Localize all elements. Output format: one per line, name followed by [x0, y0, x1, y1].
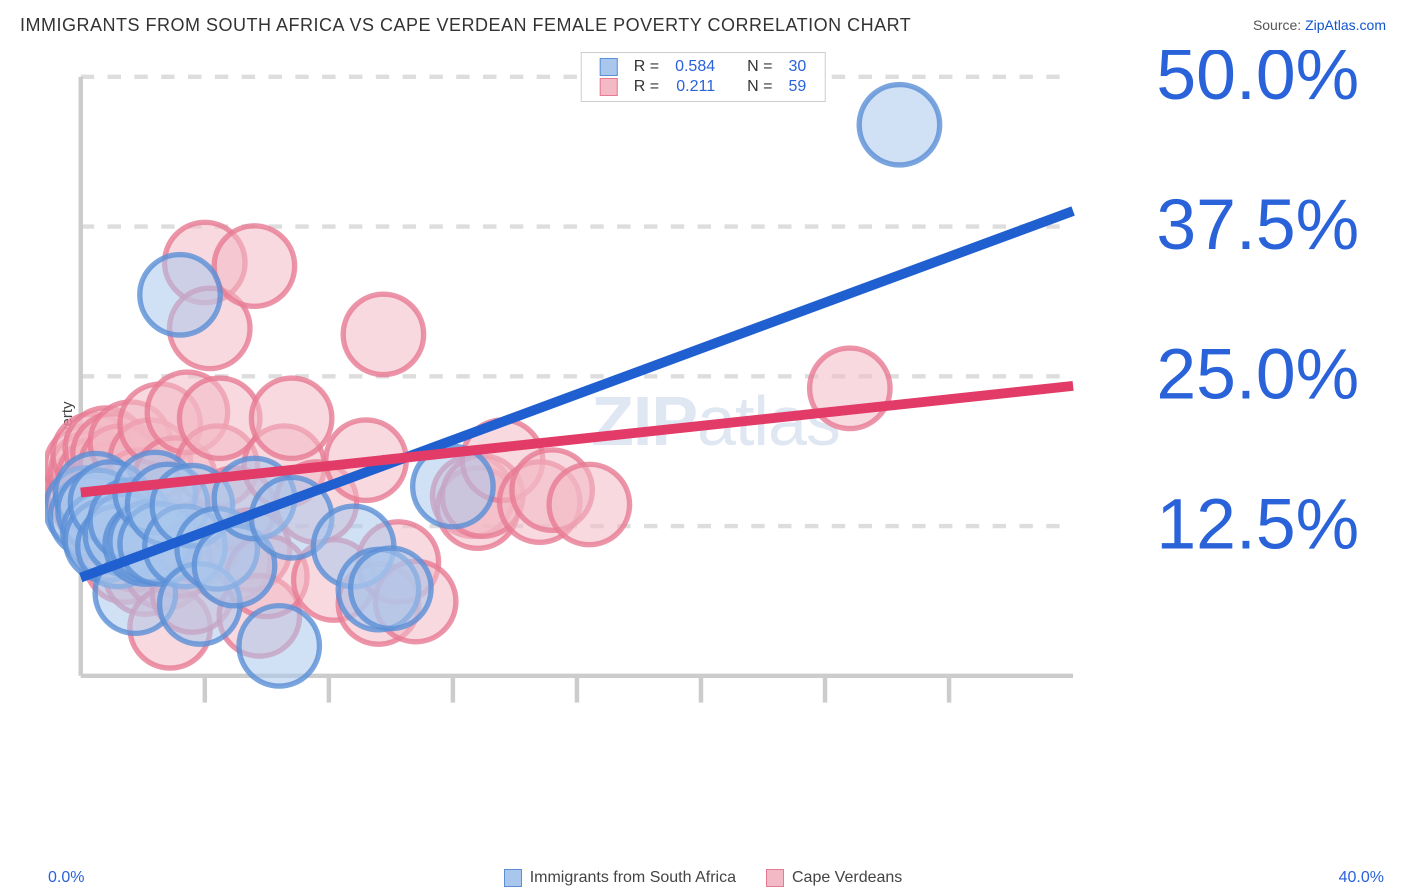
- legend-row-series-b: R = 0.211 N = 59: [592, 77, 815, 97]
- svg-text:50.0%: 50.0%: [1156, 50, 1359, 115]
- r-value-a: 0.584: [667, 57, 723, 77]
- r-label: R =: [626, 57, 667, 77]
- legend-row-series-a: R = 0.584 N = 30: [592, 57, 815, 77]
- r-label: R =: [626, 77, 667, 97]
- series-a-name: Immigrants from South Africa: [530, 869, 736, 887]
- legend-item-b: Cape Verdeans: [766, 869, 902, 887]
- correlation-legend: R = 0.584 N = 30 R = 0.211 N = 59: [581, 52, 826, 102]
- n-value-b: 59: [780, 77, 814, 97]
- n-label: N =: [739, 77, 780, 97]
- chart-area: Female Poverty ZIPatlas 12.5%25.0%37.5%5…: [45, 50, 1386, 857]
- svg-text:12.5%: 12.5%: [1156, 484, 1359, 564]
- svg-text:37.5%: 37.5%: [1156, 185, 1359, 265]
- chart-title: IMMIGRANTS FROM SOUTH AFRICA VS CAPE VER…: [20, 15, 911, 36]
- source-attribution: Source: ZipAtlas.com: [1253, 17, 1386, 33]
- n-label: N =: [739, 57, 780, 77]
- scatter-plot: 12.5% 25.0% 37.5% 50.0%: [45, 50, 1386, 721]
- legend-swatch-b: [600, 78, 618, 96]
- r-value-b: 0.211: [667, 77, 723, 97]
- source-link[interactable]: ZipAtlas.com: [1305, 17, 1386, 33]
- series-b-name: Cape Verdeans: [792, 869, 902, 887]
- legend-swatch-b-bottom: [766, 869, 784, 887]
- svg-text:25.0%: 25.0%: [1156, 335, 1359, 415]
- source-label: Source:: [1253, 17, 1305, 33]
- legend-item-a: Immigrants from South Africa: [504, 869, 736, 887]
- series-legend: Immigrants from South Africa Cape Verdea…: [0, 869, 1406, 887]
- legend-swatch-a-bottom: [504, 869, 522, 887]
- n-value-a: 30: [780, 57, 814, 77]
- legend-swatch-a: [600, 58, 618, 76]
